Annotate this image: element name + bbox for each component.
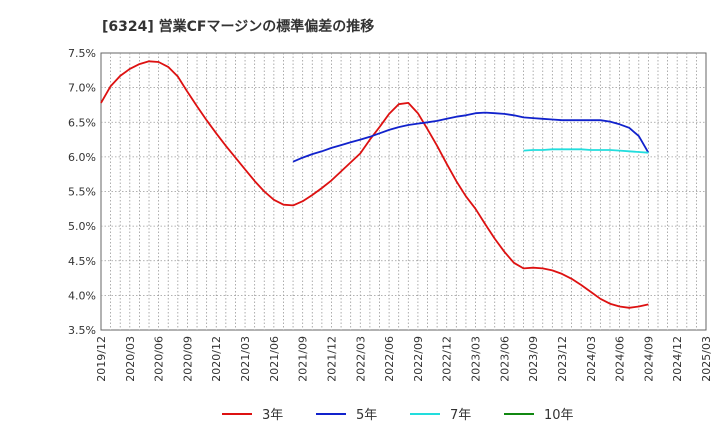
x-tick-label: 2024/09 — [642, 336, 655, 382]
series-lines — [100, 60, 650, 309]
y-tick-label: 3.5% — [68, 324, 96, 337]
x-tick-label: 2020/09 — [181, 336, 194, 382]
x-tick-label: 2022/03 — [354, 336, 367, 382]
x-tick-label: 2024/06 — [614, 336, 627, 382]
x-tick-label: 2023/03 — [470, 336, 483, 382]
x-tick-label: 2023/12 — [556, 336, 569, 382]
y-tick-label: 7.5% — [68, 47, 96, 60]
y-tick-label: 7.0% — [68, 82, 96, 95]
legend-label: 5年 — [356, 408, 377, 423]
y-tick-label: 5.0% — [68, 220, 96, 233]
x-tick-label: 2020/03 — [124, 336, 137, 382]
series-line — [523, 148, 649, 154]
series-line — [292, 111, 650, 163]
x-tick-label: 2025/03 — [700, 336, 713, 382]
x-tick-label: 2020/12 — [210, 336, 223, 382]
x-tick-label: 2022/06 — [383, 336, 396, 382]
chart-title: [6324] 営業CFマージンの標準偏差の推移 — [102, 18, 374, 35]
series-line — [100, 60, 649, 309]
x-tick-label: 2023/06 — [498, 336, 511, 382]
legend: 3年 5年 7年 10年 — [222, 408, 574, 423]
x-tick-label: 2022/09 — [412, 336, 425, 382]
y-tick-label: 5.5% — [68, 186, 96, 199]
x-tick-label: 2019/12 — [95, 336, 108, 382]
x-tick-label: 2021/12 — [325, 336, 338, 382]
x-tick-label: 2021/03 — [239, 336, 252, 382]
axes: 3.5% 4.0% 4.5% 5.0% 5.5% 6.0% 6.5% 7.0% 7.5% 2019… — [68, 47, 713, 382]
legend-label: 10年 — [544, 408, 574, 423]
x-tick-label: 2023/09 — [527, 336, 540, 382]
y-tick-label: 6.5% — [68, 116, 96, 129]
x-tick-label: 2020/06 — [153, 336, 166, 382]
y-tick-label: 4.5% — [68, 255, 96, 268]
y-tick-label: 6.0% — [68, 151, 96, 164]
x-tick-label: 2024/12 — [671, 336, 684, 382]
grid-lines — [101, 53, 706, 330]
x-tick-label: 2024/03 — [585, 336, 598, 382]
y-tick-label: 4.0% — [68, 289, 96, 302]
legend-label: 7年 — [450, 408, 471, 423]
x-tick-label: 2021/06 — [268, 336, 281, 382]
x-tick-label: 2021/09 — [297, 336, 310, 382]
x-tick-label: 2022/12 — [441, 336, 454, 382]
legend-label: 3年 — [262, 408, 283, 423]
